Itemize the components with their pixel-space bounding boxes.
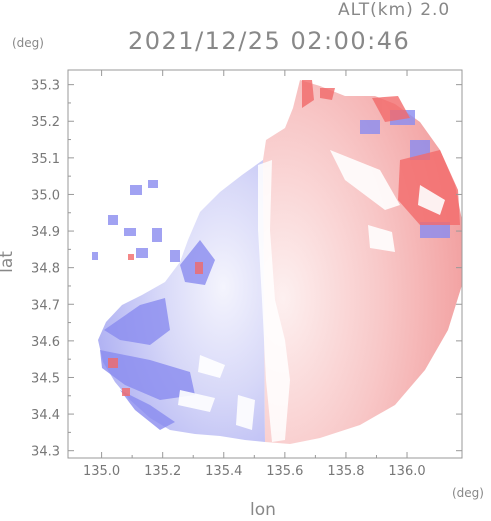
y-axis-ticks: 35.3 35.2 35.1 35.0 34.9 34.8 34.7 34.6 34.5 34.4…	[31, 79, 462, 460]
x-axis-label: lon	[250, 500, 276, 520]
timestamp-title: 2021/12/25 02:00:46	[128, 27, 411, 55]
x-tick-label: 136.0	[388, 464, 425, 479]
y-tick-label: 34.6	[31, 335, 60, 350]
y-tick-label: 35.0	[31, 188, 60, 203]
y-tick-label: 34.9	[31, 225, 60, 240]
y-tick-label: 34.8	[31, 262, 60, 277]
x-tick-label: 135.4	[205, 464, 242, 479]
x-axis-ticks: 135.0 135.2 135.4 135.6 135.8 136.0	[83, 70, 426, 479]
y-axis-unit: (deg)	[12, 36, 44, 50]
y-tick-label: 34.4	[31, 408, 60, 423]
zero-velocity-band	[258, 160, 290, 442]
x-tick-label: 135.0	[83, 464, 120, 479]
x-tick-label: 135.2	[144, 464, 181, 479]
velocity-field	[92, 80, 462, 444]
plot-frame	[67, 69, 463, 459]
receding-echo-cells	[108, 80, 460, 396]
altitude-label: ALT(km) 2.0	[338, 0, 451, 20]
y-tick-label: 34.7	[31, 298, 60, 313]
x-tick-label: 135.8	[327, 464, 364, 479]
echo-gaps	[178, 150, 445, 430]
y-tick-label: 34.5	[31, 371, 60, 386]
y-tick-label: 35.3	[31, 79, 60, 94]
y-tick-label: 35.1	[31, 152, 60, 167]
receding-region	[263, 80, 462, 444]
y-tick-label: 35.2	[31, 115, 60, 130]
x-tick-label: 135.6	[266, 464, 303, 479]
y-tick-label: 34.3	[31, 445, 60, 460]
x-axis-unit: (deg)	[452, 486, 484, 500]
